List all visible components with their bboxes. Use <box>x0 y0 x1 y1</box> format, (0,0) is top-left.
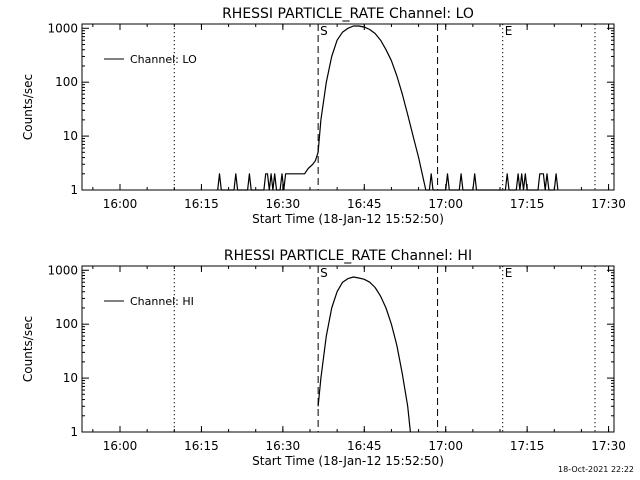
x-tick-label: 16:00 <box>103 197 138 211</box>
y-tick-label: 10 <box>63 371 78 385</box>
x-tick-label: 16:30 <box>266 197 301 211</box>
x-tick-label: 17:15 <box>510 197 545 211</box>
y-tick-label: 10 <box>63 129 78 143</box>
x-axis-label: Start Time (18-Jan-12 15:52:50) <box>252 212 444 226</box>
x-tick-label: 16:15 <box>184 439 219 453</box>
x-tick-label: 17:00 <box>428 197 463 211</box>
y-tick-label: 100 <box>55 75 78 89</box>
footer-timestamp: 18-Oct-2021 22:22 <box>558 465 634 474</box>
y-tick-label: 1 <box>70 425 78 439</box>
time-marker-label: S <box>320 24 328 38</box>
x-tick-label: 16:30 <box>266 439 301 453</box>
x-tick-label: 17:30 <box>591 197 626 211</box>
x-tick-label: 17:30 <box>591 439 626 453</box>
time-marker-label: S <box>320 266 328 280</box>
plot-frame <box>81 23 615 191</box>
y-tick-label: 100 <box>55 317 78 331</box>
legend-label: Channel: LO <box>130 53 197 66</box>
x-tick-label: 16:45 <box>347 439 382 453</box>
y-tick-label: 1000 <box>47 21 78 35</box>
time-marker-label: E <box>505 266 513 280</box>
x-tick-label: 16:45 <box>347 197 382 211</box>
chart-1: RHESSI PARTICLE_RATE Channel: LO 16:00 16:… <box>21 6 626 226</box>
series-line <box>317 276 411 433</box>
x-tick-label: 16:00 <box>103 439 138 453</box>
y-axis-label: Counts/sec <box>21 316 35 382</box>
x-tick-label: 17:15 <box>510 439 545 453</box>
x-tick-label: 16:15 <box>184 197 219 211</box>
y-tick-label: 1 <box>70 183 78 197</box>
time-marker-label: E <box>505 24 513 38</box>
chart-title: RHESSI PARTICLE_RATE Channel: LO <box>222 6 474 22</box>
x-axis-label: Start Time (18-Jan-12 15:52:50) <box>252 454 444 468</box>
chart-title: RHESSI PARTICLE_RATE Channel: HI <box>224 248 472 264</box>
series-line <box>217 25 559 191</box>
x-tick-label: 17:00 <box>428 439 463 453</box>
chart-2: RHESSI PARTICLE_RATE Channel: HI 16:00 16:… <box>21 248 626 468</box>
legend-label: Channel: HI <box>130 295 194 308</box>
y-axis-label: Counts/sec <box>21 74 35 140</box>
y-tick-label: 1000 <box>47 263 78 277</box>
plot-frame <box>81 265 615 433</box>
